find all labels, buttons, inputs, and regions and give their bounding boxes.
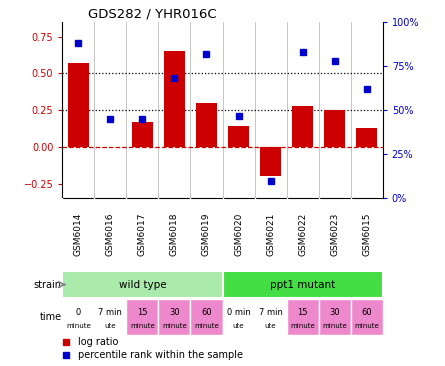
- Text: ppt1 mutant: ppt1 mutant: [270, 280, 335, 290]
- Text: 30: 30: [329, 308, 340, 317]
- Text: GSM6022: GSM6022: [298, 213, 307, 256]
- Text: 0: 0: [76, 308, 81, 317]
- Text: GSM6019: GSM6019: [202, 213, 211, 256]
- Text: GDS282 / YHR016C: GDS282 / YHR016C: [88, 8, 217, 21]
- Bar: [260, 147, 281, 176]
- Text: GSM6016: GSM6016: [106, 213, 115, 256]
- Bar: [132, 122, 153, 147]
- Text: wild type: wild type: [118, 280, 166, 290]
- Text: GSM6020: GSM6020: [234, 213, 243, 256]
- Text: 60: 60: [361, 308, 372, 317]
- Bar: [62, 299, 94, 335]
- Text: ute: ute: [105, 323, 116, 329]
- Text: ute: ute: [233, 323, 244, 329]
- Bar: [287, 299, 319, 335]
- Bar: [126, 299, 158, 335]
- Bar: [94, 299, 126, 335]
- Bar: [324, 110, 345, 147]
- Text: 30: 30: [169, 308, 180, 317]
- Bar: [222, 271, 383, 298]
- Text: time: time: [40, 312, 62, 322]
- Bar: [190, 299, 222, 335]
- Bar: [68, 63, 89, 147]
- Text: strain: strain: [34, 280, 62, 290]
- Bar: [228, 126, 249, 147]
- Bar: [158, 299, 190, 335]
- Text: minute: minute: [194, 323, 219, 329]
- Text: GSM6017: GSM6017: [138, 213, 147, 256]
- Bar: [356, 128, 377, 147]
- Text: GSM6021: GSM6021: [266, 213, 275, 256]
- Text: ute: ute: [265, 323, 276, 329]
- Bar: [292, 106, 313, 147]
- Text: 0 min: 0 min: [227, 308, 251, 317]
- Text: minute: minute: [66, 323, 91, 329]
- Text: minute: minute: [322, 323, 347, 329]
- Text: 7 min: 7 min: [259, 308, 283, 317]
- Text: GSM6018: GSM6018: [170, 213, 179, 256]
- Text: minute: minute: [130, 323, 155, 329]
- Text: GSM6014: GSM6014: [74, 213, 83, 256]
- Text: 15: 15: [297, 308, 308, 317]
- Text: 7 min: 7 min: [98, 308, 122, 317]
- Text: minute: minute: [354, 323, 379, 329]
- Text: GSM6023: GSM6023: [330, 213, 339, 256]
- Text: percentile rank within the sample: percentile rank within the sample: [78, 350, 243, 361]
- Text: log ratio: log ratio: [78, 337, 119, 347]
- Bar: [351, 299, 383, 335]
- Bar: [319, 299, 351, 335]
- Text: minute: minute: [162, 323, 187, 329]
- Bar: [62, 271, 222, 298]
- Bar: [196, 103, 217, 147]
- Text: 60: 60: [201, 308, 212, 317]
- Text: 15: 15: [137, 308, 148, 317]
- Bar: [222, 299, 255, 335]
- Text: GSM6015: GSM6015: [362, 213, 371, 256]
- Bar: [164, 51, 185, 147]
- Bar: [255, 299, 287, 335]
- Text: minute: minute: [290, 323, 315, 329]
